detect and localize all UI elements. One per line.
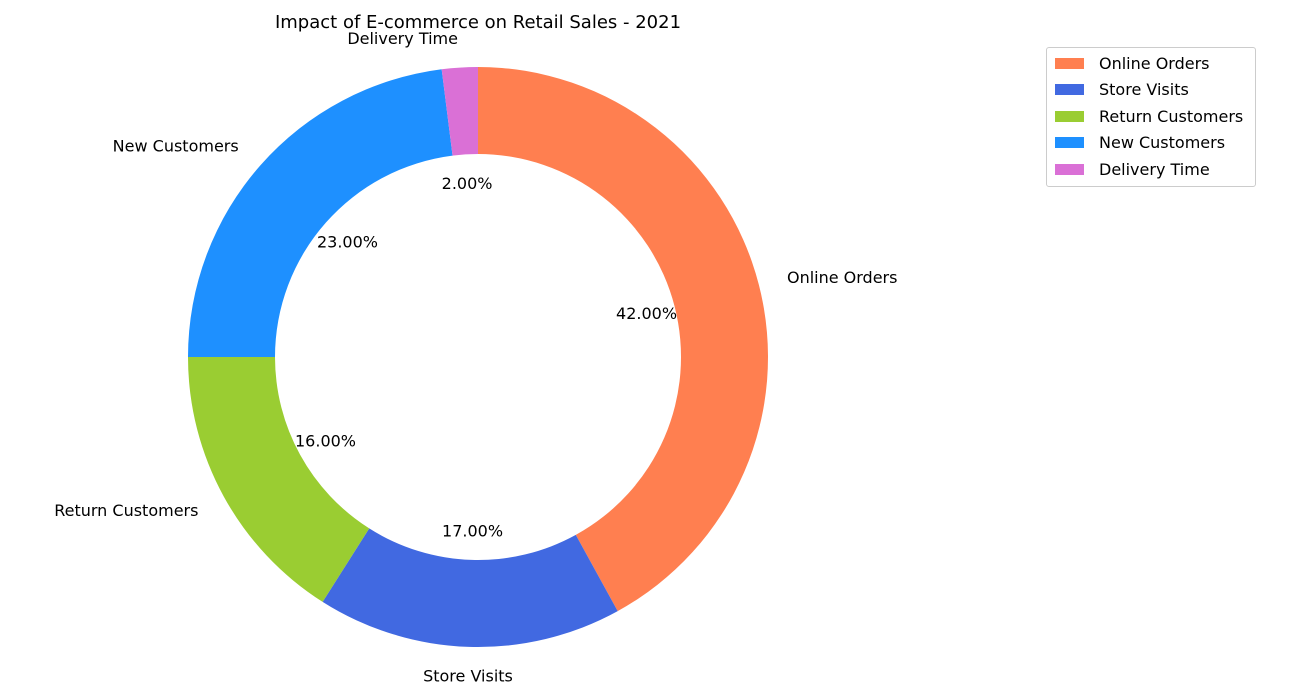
legend-item-online-orders: Online Orders: [1047, 50, 1255, 77]
legend-swatch: [1055, 163, 1084, 175]
percent-label-delivery-time: 2.00%: [442, 174, 493, 193]
legend-label: Return Customers: [1099, 106, 1244, 126]
slice-label-new-customers: New Customers: [113, 137, 239, 156]
chart-title: Impact of E-commerce on Retail Sales - 2…: [274, 12, 682, 33]
percent-label-store-visits: 17.00%: [442, 521, 503, 540]
legend-item-store-visits: Store Visits: [1047, 77, 1255, 104]
slice-new-customers: [188, 69, 453, 357]
legend-swatch: [1055, 137, 1084, 149]
slice-label-delivery-time: Delivery Time: [347, 29, 458, 48]
slice-store-visits: [322, 528, 618, 648]
legend-swatch: [1055, 110, 1084, 122]
percent-label-new-customers: 23.00%: [317, 232, 378, 251]
legend-label: Store Visits: [1099, 80, 1189, 100]
legend-item-delivery-time: Delivery Time: [1047, 156, 1255, 183]
legend: Online Orders Store Visits Return Customer…: [1046, 47, 1256, 187]
legend-swatch: [1055, 84, 1084, 96]
legend-label: New Customers: [1099, 133, 1226, 153]
slice-return-customers: [188, 357, 370, 602]
percent-label-online-orders: 42.00%: [616, 304, 677, 323]
legend-swatch: [1055, 57, 1084, 69]
slice-label-online-orders: Online Orders: [787, 268, 898, 287]
legend-label: Delivery Time: [1099, 159, 1210, 179]
legend-item-return-customers: Return Customers: [1047, 103, 1255, 130]
legend-label: Online Orders: [1099, 53, 1210, 73]
slice-label-return-customers: Return Customers: [54, 501, 198, 520]
percent-label-return-customers: 16.00%: [295, 431, 356, 450]
slice-online-orders: [478, 67, 768, 612]
slice-label-store-visits: Store Visits: [423, 666, 513, 685]
legend-item-new-customers: New Customers: [1047, 130, 1255, 157]
slice-delivery-time: [441, 67, 478, 156]
